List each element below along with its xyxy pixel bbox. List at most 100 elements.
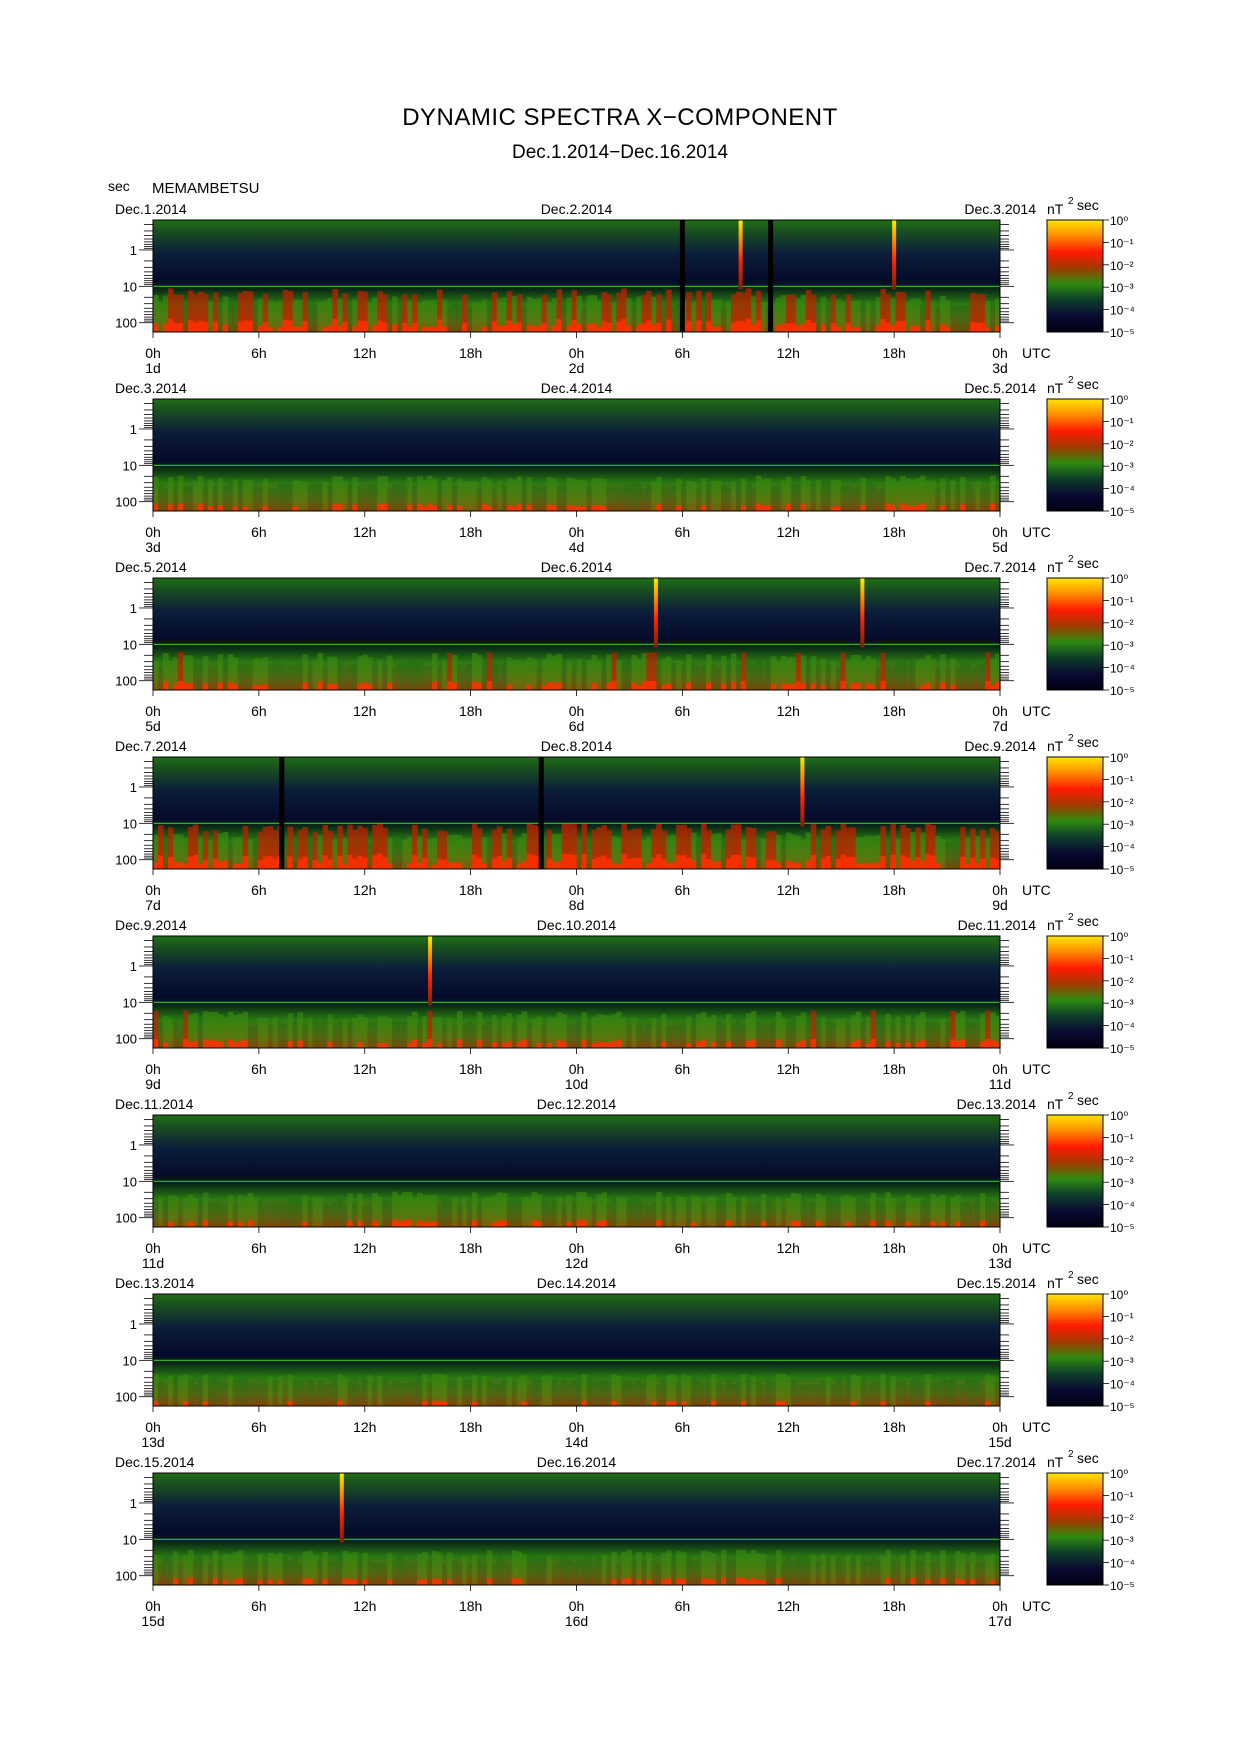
intense-column — [526, 504, 533, 511]
activity-column — [930, 1562, 936, 1585]
activity-column — [696, 1381, 702, 1406]
activity-column — [865, 1385, 872, 1406]
activity-column — [980, 829, 986, 869]
intense-column — [930, 1221, 936, 1227]
colorbar-tick-label: 10⁻² — [1110, 259, 1134, 273]
intense-column — [701, 853, 707, 869]
intense-column — [456, 1039, 463, 1048]
activity-column — [631, 1017, 637, 1048]
intense-column — [611, 1578, 617, 1585]
activity-column — [676, 660, 682, 690]
activity-column — [880, 1202, 886, 1227]
intense-column — [506, 857, 513, 869]
intense-column — [491, 1222, 498, 1227]
activity-column — [955, 1013, 961, 1048]
activity-column — [172, 484, 179, 511]
activity-column — [372, 664, 378, 690]
activity-column — [476, 302, 483, 332]
activity-column — [706, 830, 712, 869]
activity-column — [975, 480, 981, 511]
activity-column — [222, 661, 229, 690]
activity-column — [157, 1196, 164, 1227]
activity-column — [377, 1196, 383, 1227]
colorbar-tick-label: 10⁻² — [1110, 796, 1134, 810]
intense-column — [641, 681, 647, 690]
x-tick-label: 6h — [675, 345, 691, 361]
intense-column — [601, 855, 607, 869]
activity-column — [172, 1022, 179, 1048]
activity-column — [436, 1016, 443, 1048]
activity-column — [970, 1022, 976, 1048]
activity-column — [720, 840, 727, 869]
activity-column — [870, 305, 877, 332]
activity-column — [347, 303, 353, 332]
activity-column — [227, 1554, 234, 1585]
activity-column — [521, 1196, 528, 1227]
activity-column — [581, 1558, 588, 1585]
intense-column — [422, 858, 428, 869]
intense-column — [471, 1220, 478, 1227]
activity-column — [177, 1025, 184, 1048]
activity-column — [895, 661, 901, 690]
activity-column — [900, 661, 906, 690]
activity-column — [900, 1554, 906, 1585]
day-label-mid: 14d — [565, 1434, 588, 1450]
activity-column — [730, 1383, 737, 1406]
intense-column — [272, 859, 279, 869]
activity-column — [905, 1194, 911, 1227]
intense-column — [282, 319, 289, 332]
activity-column — [491, 489, 498, 511]
activity-column — [740, 838, 747, 869]
activity-column — [621, 1017, 627, 1048]
activity-column — [591, 1016, 598, 1048]
activity-column — [661, 1378, 667, 1406]
y-tick-label: 1 — [130, 780, 137, 795]
activity-column — [511, 659, 518, 690]
intense-column — [955, 1578, 961, 1585]
day-label-start: 13d — [141, 1434, 164, 1450]
intense-column — [800, 683, 807, 690]
activity-column — [317, 1381, 323, 1406]
colorbar-tick-label: 10⁻² — [1110, 438, 1134, 452]
activity-column — [506, 291, 513, 332]
activity-column — [272, 830, 279, 869]
intense-column — [192, 322, 199, 332]
activity-column — [945, 842, 951, 869]
intense-column — [506, 684, 513, 690]
activity-column — [476, 828, 483, 869]
intense-column — [546, 858, 553, 869]
activity-column — [616, 1196, 622, 1227]
intense-column — [651, 858, 657, 869]
activity-column — [775, 834, 782, 869]
activity-column — [970, 1552, 976, 1585]
activity-column — [422, 1551, 428, 1585]
activity-column — [397, 1556, 403, 1585]
activity-column — [292, 1199, 299, 1227]
activity-column — [795, 653, 802, 690]
activity-column — [985, 487, 991, 511]
intense-column — [267, 856, 274, 869]
x-tick-label: 18h — [882, 524, 905, 540]
activity-column — [646, 1024, 652, 1048]
intense-column — [676, 855, 682, 869]
intense-column — [626, 325, 632, 332]
intense-column — [990, 685, 996, 690]
activity-column — [586, 660, 593, 690]
intense-column — [172, 684, 179, 690]
activity-column — [880, 826, 886, 869]
intense-column — [995, 681, 1001, 690]
intense-column — [920, 503, 926, 511]
activity-column — [432, 299, 438, 332]
activity-column — [566, 1023, 573, 1048]
activity-column — [197, 1019, 204, 1048]
activity-column — [760, 301, 767, 332]
activity-column — [740, 1196, 747, 1227]
activity-column — [750, 296, 757, 332]
intense-column — [172, 1578, 179, 1585]
intense-column — [212, 1578, 219, 1585]
intense-column — [287, 1401, 294, 1406]
activity-column — [317, 1560, 323, 1585]
activity-column — [232, 1014, 239, 1048]
intense-column — [870, 685, 877, 690]
